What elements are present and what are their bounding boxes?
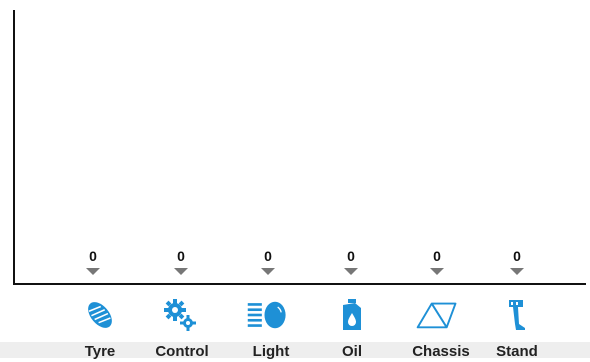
data-label-tyre: 0	[89, 248, 97, 264]
marker-chassis	[430, 268, 444, 275]
y-axis	[13, 10, 15, 285]
data-label-control: 0	[177, 248, 185, 264]
marker-oil	[344, 268, 358, 275]
data-label-light: 0	[264, 248, 272, 264]
category-label-oil: Oil	[341, 343, 362, 360]
bar-light: 0	[248, 248, 288, 275]
gears-icon[interactable]	[159, 297, 203, 333]
data-label-oil: 0	[347, 248, 355, 264]
data-label-chassis: 0	[433, 248, 441, 264]
bike-frame-icon[interactable]	[415, 297, 459, 333]
category-label-control: Control	[155, 343, 209, 360]
bar-chassis: 0	[417, 248, 457, 275]
category-chart: 0 0 0 0 0 0	[13, 10, 586, 285]
category-label-bar: Tyre Control Light Oil Chassis Stand	[0, 342, 590, 360]
category-label-light: Light	[252, 343, 290, 360]
kickstand-icon[interactable]	[495, 297, 539, 333]
data-label-stand: 0	[513, 248, 521, 264]
category-label-chassis: Chassis	[412, 343, 470, 360]
tyre-icon[interactable]	[78, 297, 122, 333]
marker-control	[174, 268, 188, 275]
headlight-icon[interactable]	[246, 297, 290, 333]
bar-control: 0	[161, 248, 201, 275]
bar-tyre: 0	[73, 248, 113, 275]
marker-stand	[510, 268, 524, 275]
x-axis	[13, 283, 586, 285]
category-label-tyre: Tyre	[84, 343, 116, 360]
marker-light	[261, 268, 275, 275]
category-label-stand: Stand	[496, 343, 538, 360]
bar-stand: 0	[497, 248, 537, 275]
marker-tyre	[86, 268, 100, 275]
category-icons	[0, 297, 590, 337]
bar-oil: 0	[331, 248, 371, 275]
oil-can-icon[interactable]	[330, 297, 374, 333]
